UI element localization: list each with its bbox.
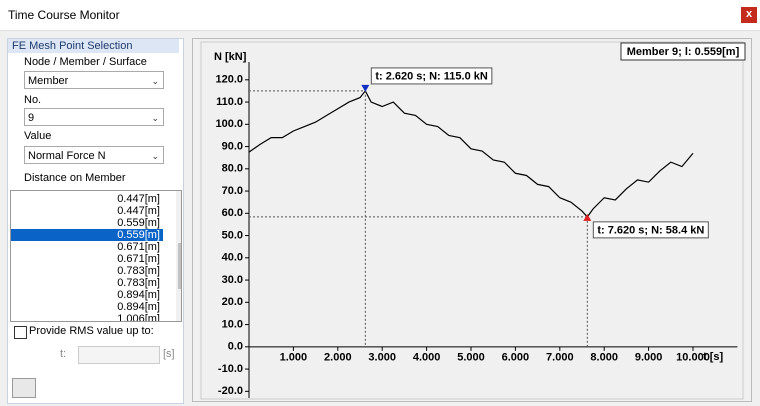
list-item[interactable]: 0.671[m] [117, 253, 160, 265]
x-tick-label: 10.000 [676, 352, 710, 364]
label: Distance on Member [24, 172, 126, 184]
rms-checkbox[interactable] [14, 326, 27, 339]
select-value: Member [28, 75, 69, 87]
print-button[interactable] [12, 378, 36, 398]
scrollbar[interactable] [176, 191, 181, 321]
list-item[interactable]: 0.783[m] [117, 265, 160, 277]
label: t: [60, 348, 67, 360]
plot-frame [200, 41, 744, 400]
annotation-box [592, 221, 709, 239]
y-tick-label: 10.0 [222, 318, 243, 330]
label: Value [24, 130, 52, 142]
x-tick-label: 5.000 [457, 352, 485, 364]
x-tick-label: 2.000 [324, 352, 352, 364]
dropdown-arrow: ⌄ [151, 76, 159, 86]
annotation-label: t: 7.620 s; N: 58.4 kN [597, 224, 704, 236]
extreme-marker [583, 213, 592, 221]
list-item[interactable]: 0.671[m] [117, 241, 160, 253]
info-box [620, 42, 746, 61]
t-input[interactable] [78, 346, 160, 364]
distance-list[interactable]: 1.006[m] 0.894[m] 0.894[m] 0.783[m] 0.783[m]… [10, 190, 182, 322]
x-axis-label: t [s] [703, 351, 724, 363]
title-bar: Time Course Monitor x [0, 0, 760, 31]
group-header: FE Mesh Point Selection [8, 39, 179, 53]
y-tick-label: -10.0 [218, 363, 243, 375]
list-item[interactable]: 1.006[m] [117, 313, 160, 322]
value-select[interactable]: Normal Force N ⌄ [24, 146, 164, 164]
x-tick-label: 6.000 [502, 352, 530, 364]
list-item[interactable]: 0.559[m] [117, 217, 160, 229]
label: [s] [163, 348, 175, 360]
y-tick-label: 0.0 [228, 341, 243, 353]
label: No. [24, 94, 42, 106]
y-tick-label: 100.0 [215, 118, 243, 130]
y-tick-label: 40.0 [222, 252, 243, 264]
checkbox-label: Provide RMS value up to: [29, 325, 154, 337]
dropdown-arrow: ⌄ [151, 151, 159, 161]
type-select[interactable]: Member ⌄ [24, 71, 164, 89]
no-select[interactable]: 9 ⌄ [24, 108, 164, 126]
list-item[interactable]: 0.447[m] [117, 205, 160, 217]
info-text: Member 9; l: 0.559[m] [627, 46, 740, 58]
dropdown-arrow: ⌄ [151, 113, 159, 123]
extreme-marker [361, 84, 370, 92]
x-tick-label: 9.000 [635, 352, 663, 364]
y-tick-label: 110.0 [216, 96, 243, 108]
y-tick-label: -20.0 [218, 385, 243, 397]
list-item[interactable]: 0.559[m] [11, 229, 163, 241]
list-item[interactable]: 0.894[m] [117, 289, 160, 301]
window-title: Time Course Monitor [8, 8, 120, 22]
x-tick-label: 3.000 [368, 352, 396, 364]
y-tick-label: 90.0 [222, 140, 243, 152]
series-line [248, 89, 694, 218]
x-tick-label: 4.000 [413, 352, 441, 364]
scroll-thumb[interactable] [178, 243, 181, 289]
annotation-box [370, 67, 493, 85]
list-item[interactable]: 0.783[m] [117, 277, 160, 289]
list-item[interactable]: 0.447[m] [117, 193, 160, 205]
y-tick-label: 30.0 [222, 274, 243, 286]
y-axis-label: N [kN] [214, 51, 247, 63]
select-value: 9 [28, 112, 35, 124]
y-tick-label: 60.0 [222, 207, 243, 219]
x-tick-label: 7.000 [546, 352, 574, 364]
y-tick-label: 70.0 [222, 185, 243, 197]
label: Node / Member / Surface [24, 56, 147, 68]
y-tick-label: 120.0 [215, 74, 243, 86]
close-button[interactable]: x [741, 7, 757, 23]
y-tick-label: 20.0 [222, 296, 243, 308]
annotation-label: t: 2.620 s; N: 115.0 kN [375, 70, 488, 82]
x-tick-label: 1.000 [280, 352, 308, 364]
list-item[interactable]: 0.894[m] [117, 301, 160, 313]
y-tick-label: 50.0 [222, 229, 243, 241]
select-value: Normal Force N [28, 150, 106, 162]
y-tick-label: 80.0 [222, 163, 243, 175]
x-tick-label: 8.000 [590, 352, 618, 364]
